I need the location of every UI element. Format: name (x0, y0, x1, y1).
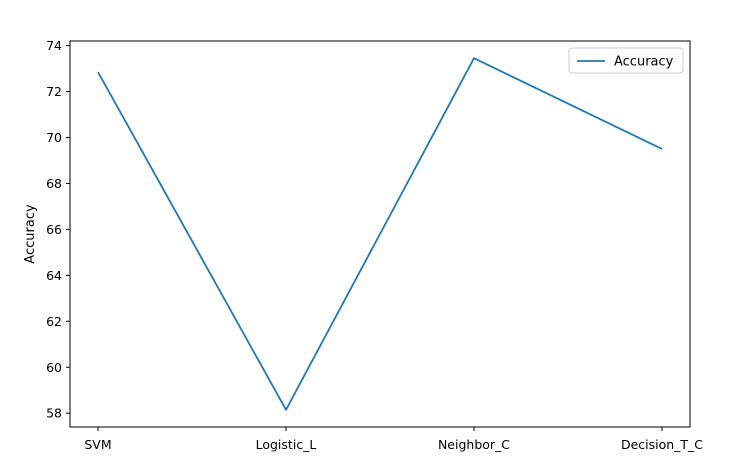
y-tick-label: 64 (46, 268, 62, 283)
y-tick-label: 58 (46, 406, 62, 421)
series-line-accuracy (97, 57, 663, 411)
x-tick-label: Neighbor_C (438, 437, 510, 452)
y-tick-label: 62 (46, 314, 62, 329)
y-tick-label: 66 (46, 222, 62, 237)
y-axis-ticks: 58 60 62 64 66 68 70 72 74 (46, 38, 70, 421)
x-tick-label: Decision_T_C (621, 437, 703, 452)
legend-label-accuracy: Accuracy (614, 55, 674, 70)
plot-area-frame (69, 40, 691, 428)
x-axis-ticks: SVM Logistic_L Neighbor_C Decision_T_C (84, 427, 703, 452)
legend: Accuracy (568, 47, 684, 74)
y-axis-label: Accuracy (23, 204, 38, 264)
y-tick-label: 68 (46, 176, 62, 191)
x-tick-label: Logistic_L (256, 437, 317, 452)
x-tick-label: SVM (84, 437, 111, 452)
y-tick-label: 70 (46, 130, 62, 145)
y-tick-label: 72 (46, 84, 62, 99)
series-layer (97, 57, 663, 411)
legend-box (568, 47, 684, 74)
y-tick-label: 60 (46, 360, 62, 375)
y-tick-label: 74 (46, 38, 62, 53)
